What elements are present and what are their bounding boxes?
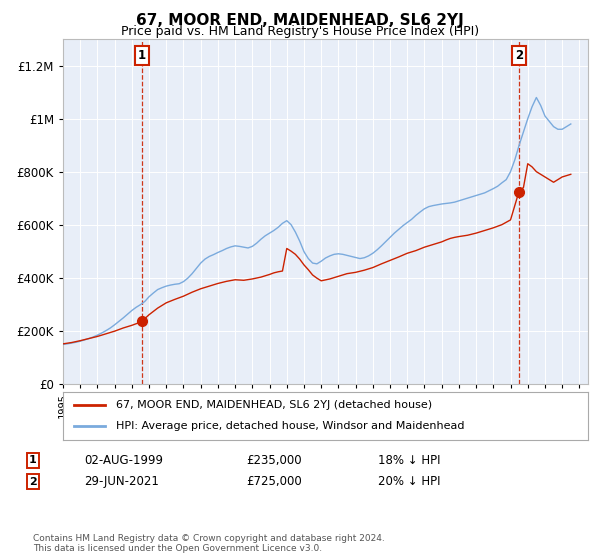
Text: Contains HM Land Registry data © Crown copyright and database right 2024.
This d: Contains HM Land Registry data © Crown c…	[33, 534, 385, 553]
Text: 1: 1	[138, 49, 146, 62]
Text: Price paid vs. HM Land Registry's House Price Index (HPI): Price paid vs. HM Land Registry's House …	[121, 25, 479, 38]
Text: 20% ↓ HPI: 20% ↓ HPI	[378, 475, 440, 488]
Text: 18% ↓ HPI: 18% ↓ HPI	[378, 454, 440, 467]
Text: 67, MOOR END, MAIDENHEAD, SL6 2YJ: 67, MOOR END, MAIDENHEAD, SL6 2YJ	[136, 13, 464, 29]
Text: £725,000: £725,000	[246, 475, 302, 488]
Text: 2: 2	[515, 49, 523, 62]
Text: 2: 2	[29, 477, 37, 487]
Text: £235,000: £235,000	[246, 454, 302, 467]
Text: 1: 1	[29, 455, 37, 465]
Text: 29-JUN-2021: 29-JUN-2021	[84, 475, 159, 488]
Text: 67, MOOR END, MAIDENHEAD, SL6 2YJ (detached house): 67, MOOR END, MAIDENHEAD, SL6 2YJ (detac…	[115, 400, 431, 410]
Text: HPI: Average price, detached house, Windsor and Maidenhead: HPI: Average price, detached house, Wind…	[115, 421, 464, 431]
Text: 02-AUG-1999: 02-AUG-1999	[84, 454, 163, 467]
